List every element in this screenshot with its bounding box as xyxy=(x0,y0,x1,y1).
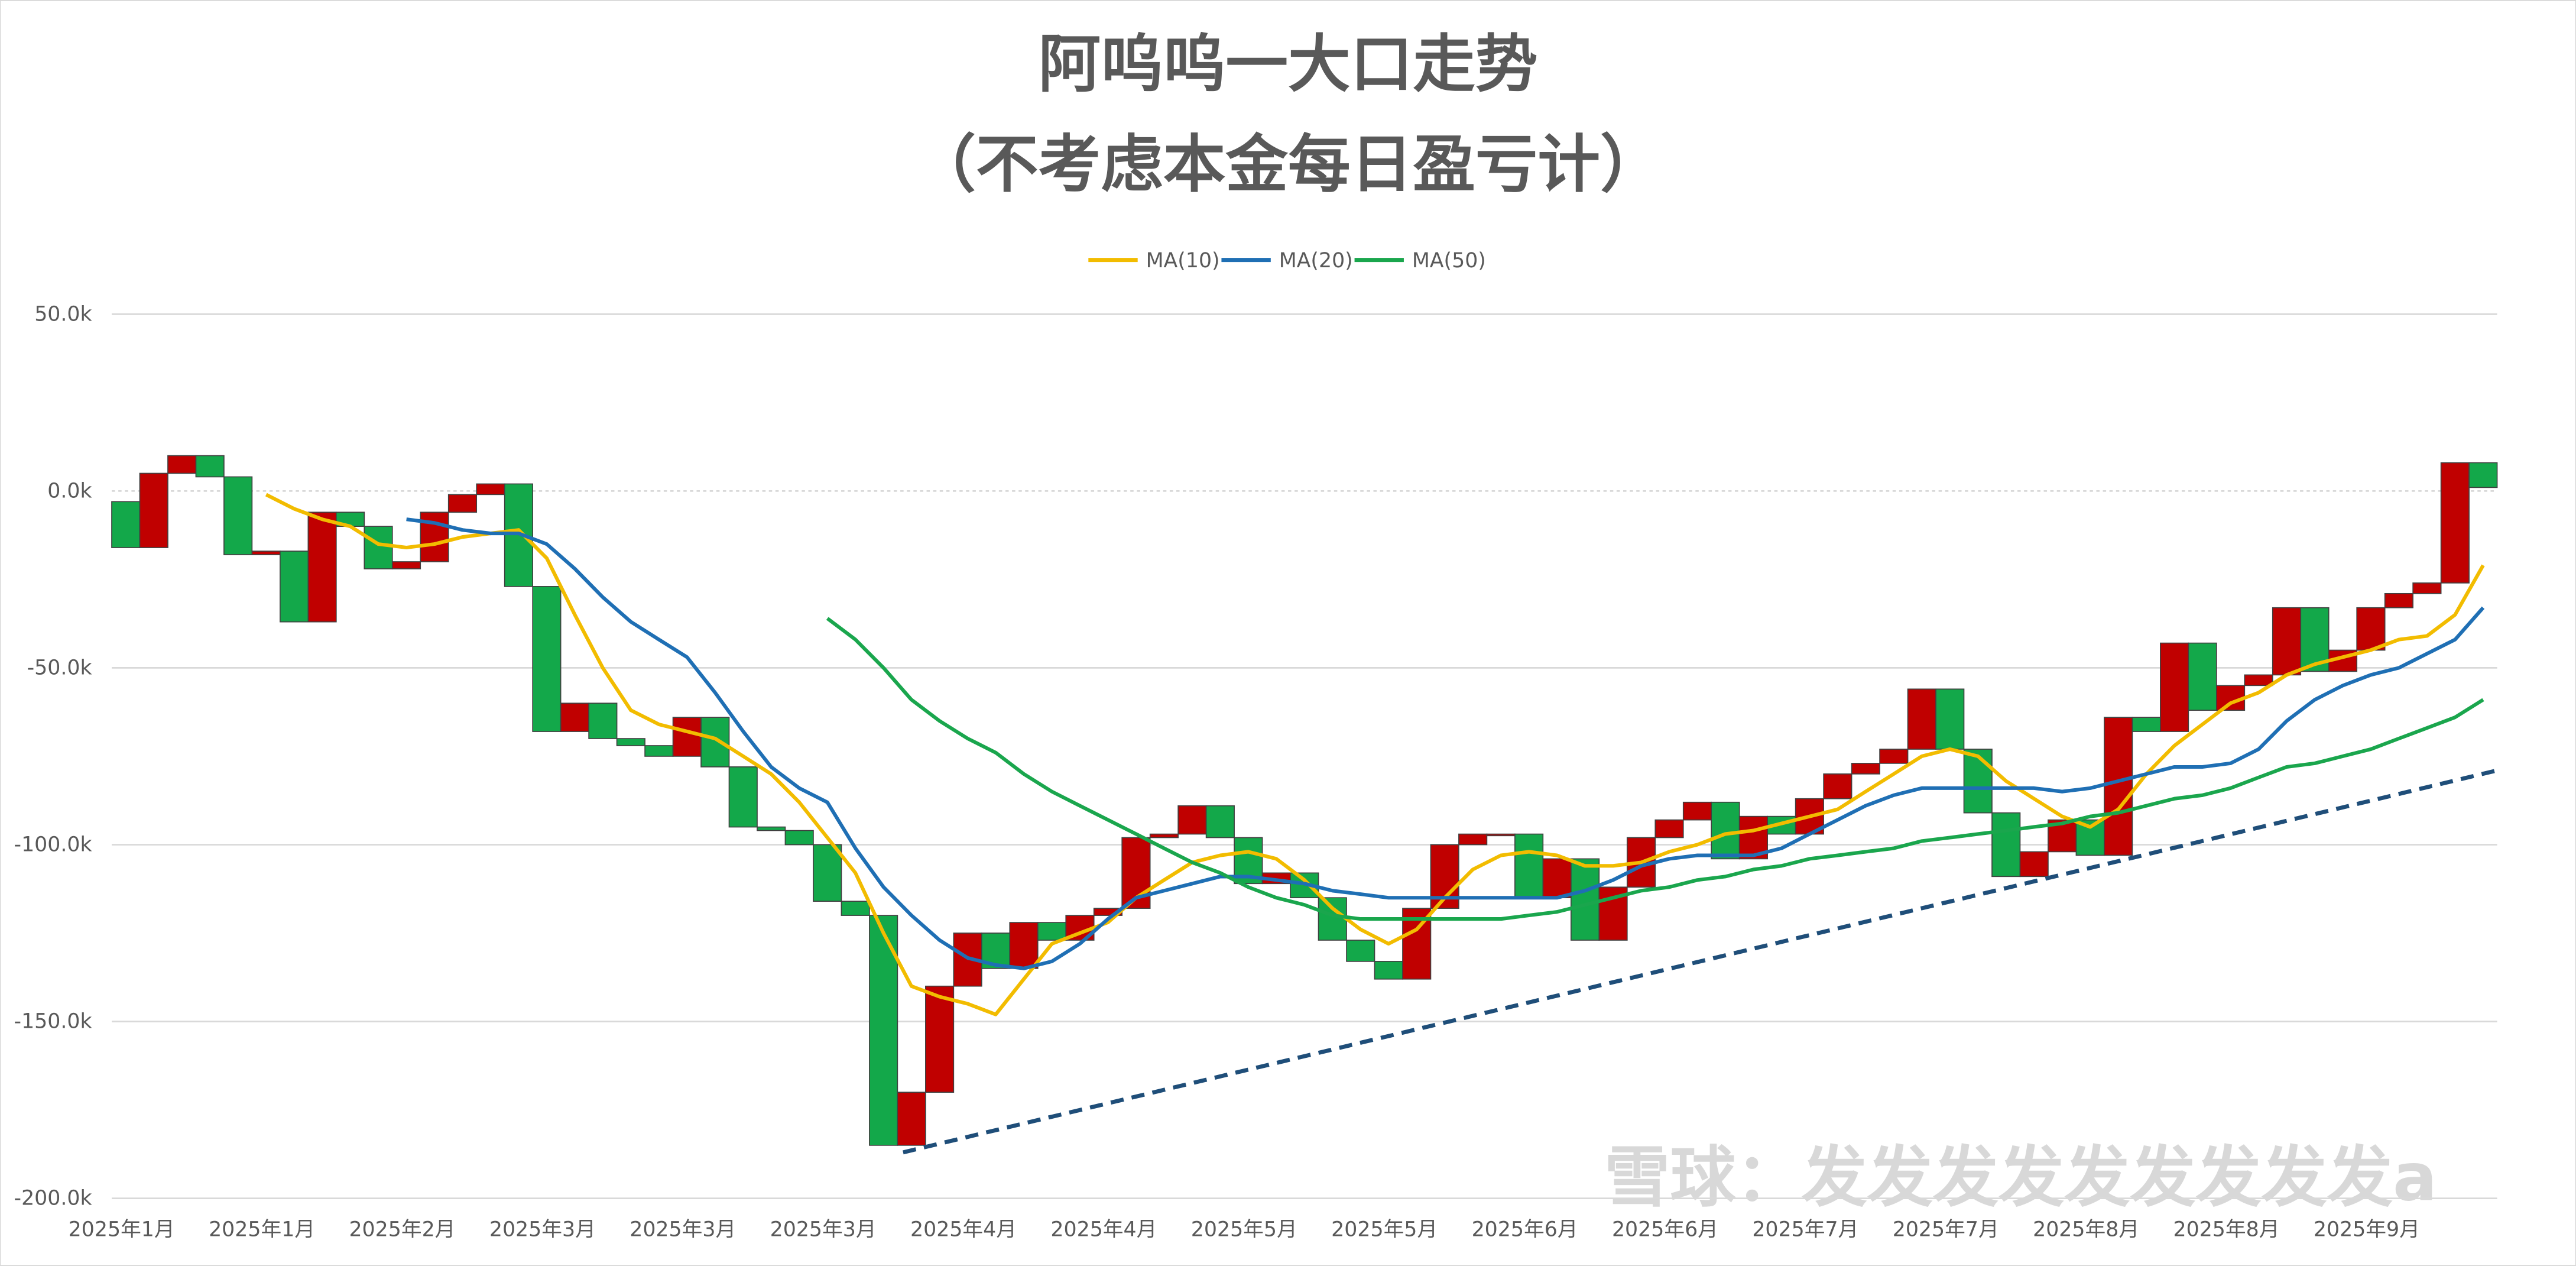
x-tick-label: 2025年6月 xyxy=(1472,1218,1578,1242)
candle xyxy=(1458,833,1488,846)
x-tick-label: 2025年3月 xyxy=(489,1218,596,1242)
candle xyxy=(1879,749,1909,764)
x-tick-label: 2025年4月 xyxy=(910,1218,1017,1242)
y-tick-label: 50.0k xyxy=(34,302,92,326)
candle xyxy=(644,745,674,757)
trend-line xyxy=(903,768,2498,1155)
candle xyxy=(167,455,197,474)
candle xyxy=(700,717,730,768)
candle xyxy=(869,915,898,1146)
y-tick-label: -200.0k xyxy=(14,1187,93,1210)
candle xyxy=(1963,749,1993,814)
candle xyxy=(2188,642,2217,711)
candle xyxy=(2384,592,2413,608)
candle xyxy=(897,1092,926,1146)
legend-label: MA(50) xyxy=(1412,249,1486,273)
x-tick-label: 2025年1月 xyxy=(69,1218,175,1242)
candle xyxy=(728,766,758,828)
candle xyxy=(672,717,702,757)
candle xyxy=(251,551,281,555)
x-tick-label: 2025年9月 xyxy=(2314,1218,2420,1242)
candle xyxy=(2131,717,2161,732)
candle xyxy=(1542,858,1572,899)
candle xyxy=(476,483,505,496)
x-tick-label: 2025年1月 xyxy=(209,1218,315,1242)
candle xyxy=(1514,833,1544,899)
candle xyxy=(1991,812,2021,878)
candle xyxy=(1009,922,1039,969)
x-tick-label: 2025年3月 xyxy=(770,1218,877,1242)
candle xyxy=(2440,462,2470,584)
candle xyxy=(2160,642,2189,732)
candle xyxy=(2272,607,2302,676)
candle xyxy=(2019,851,2049,878)
candle xyxy=(1037,922,1067,941)
candle xyxy=(1570,858,1600,941)
x-tick-label: 2025年8月 xyxy=(2033,1218,2139,1242)
candle xyxy=(1205,805,1235,838)
legend-label: MA(10) xyxy=(1146,249,1220,273)
candle xyxy=(757,826,786,831)
candle xyxy=(2468,462,2498,488)
chart-subtitle: （不考虑本金每日盈亏计） xyxy=(913,128,1662,201)
candle xyxy=(560,702,589,732)
x-tick-label: 2025年5月 xyxy=(1331,1218,1438,1242)
candle xyxy=(1486,833,1516,837)
x-tick-label: 2025年6月 xyxy=(1612,1218,1718,1242)
candle xyxy=(195,455,225,478)
ma-line xyxy=(826,617,2484,921)
candle xyxy=(841,901,870,916)
candle xyxy=(420,511,449,562)
candle xyxy=(280,551,309,623)
candle xyxy=(1654,819,1684,838)
candle xyxy=(307,511,337,623)
candle xyxy=(813,844,842,902)
ma-line xyxy=(406,517,2485,970)
y-tick-label: -150.0k xyxy=(14,1010,93,1034)
candle xyxy=(223,476,253,555)
x-tick-label: 2025年3月 xyxy=(630,1218,736,1242)
legend-label: MA(20) xyxy=(1279,249,1353,273)
candle xyxy=(1711,801,1740,860)
x-tick-label: 2025年5月 xyxy=(1191,1218,1297,1242)
candle xyxy=(2412,582,2442,594)
x-tick-label: 2025年8月 xyxy=(2173,1218,2280,1242)
candle xyxy=(2356,607,2386,651)
candle xyxy=(925,985,955,1093)
candle xyxy=(1823,773,1852,799)
candle xyxy=(2244,674,2273,687)
candle xyxy=(2104,717,2133,856)
candle xyxy=(1318,897,1347,941)
watermark: 雪球：发发发发发发发发发a xyxy=(1604,1139,2437,1216)
candle xyxy=(447,494,478,513)
candle xyxy=(1149,833,1179,838)
candle xyxy=(1177,805,1207,835)
candle xyxy=(616,738,645,746)
candle xyxy=(1682,801,1712,821)
x-tick-label: 2025年7月 xyxy=(1752,1218,1858,1242)
candle xyxy=(364,526,393,569)
candle xyxy=(1907,688,1936,750)
candle xyxy=(111,501,141,548)
candle xyxy=(784,830,814,846)
legend: MA(10) MA(20) MA(50) xyxy=(1088,249,1486,273)
candle xyxy=(1851,763,1880,775)
y-tick-label: 0.0k xyxy=(47,479,92,503)
y-tick-label: -50.0k xyxy=(27,656,93,680)
x-tick-label: 2025年4月 xyxy=(1050,1218,1157,1242)
candle xyxy=(1346,940,1375,962)
candle xyxy=(1935,688,1965,750)
candle xyxy=(139,472,168,548)
chart-title: 阿呜呜一大口走势 xyxy=(1039,27,1538,101)
y-tick-label: -100.0k xyxy=(14,833,93,857)
candle xyxy=(532,586,562,732)
x-tick-label: 2025年7月 xyxy=(1893,1218,1999,1242)
x-tick-label: 2025年2月 xyxy=(349,1218,455,1242)
candle xyxy=(391,561,421,569)
candle xyxy=(588,702,618,739)
candle xyxy=(1374,961,1403,980)
